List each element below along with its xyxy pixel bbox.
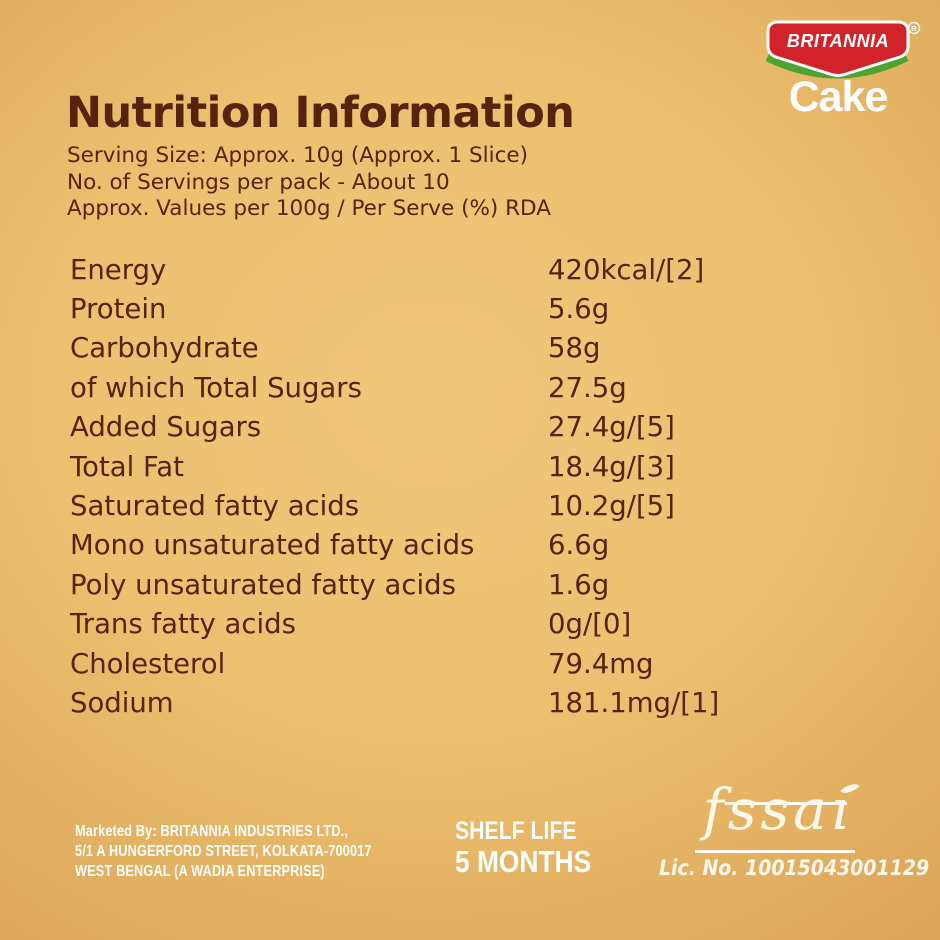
table-row: Energy 420kcal/[2] [70, 250, 750, 289]
table-row: Saturated fatty acids 10.2g/[5] [70, 486, 750, 525]
servings-per-pack-line: No. of Servings per pack - About 10 [67, 169, 450, 195]
fssai-overline [725, 802, 847, 805]
britannia-shield-icon [766, 20, 910, 77]
shelf-life-block: SHELF LIFE 5 MONTHS [455, 817, 592, 879]
nutrient-label: Total Fat [70, 450, 184, 483]
nutrient-value: 1.6g [548, 568, 610, 601]
marketed-by-block: Marketed By: BRITANNIA INDUSTRIES LTD., … [75, 822, 372, 882]
nutrient-value: 27.4g/[5] [548, 411, 675, 444]
fssai-underline [695, 850, 855, 853]
nutrient-label: of which Total Sugars [70, 371, 362, 404]
nutrient-label: Energy [70, 253, 167, 286]
nutrient-value: 6.6g [548, 529, 610, 562]
nutrient-label: Cholesterol [70, 647, 226, 680]
nutrient-value: 10.2g/[5] [548, 490, 675, 523]
table-row: Sodium 181.1mg/[1] [70, 683, 750, 722]
nutrient-label: Protein [70, 293, 167, 326]
table-row: Cholesterol 79.4mg [70, 644, 750, 683]
table-row: Carbohydrate 58g [70, 329, 750, 368]
britannia-cake-logo: BRITANNIA R Cake [754, 18, 922, 121]
nutrient-value: 5.6g [548, 293, 610, 326]
nutrient-value: 27.5g [548, 371, 627, 404]
nutrient-value: 79.4mg [548, 647, 654, 680]
table-row: Total Fat 18.4g/[3] [70, 447, 750, 486]
fssai-block: fssaı Lic. No. 10015043001129 [655, 778, 929, 892]
britannia-cake-logo-graphic: BRITANNIA R Cake [765, 20, 921, 121]
marketed-by-line: 5/1 A HUNGERFORD STREET, KOLKATA-700017 [75, 843, 372, 860]
nutrient-value: 0g/[0] [548, 608, 632, 641]
table-row: of which Total Sugars 27.5g [70, 368, 750, 407]
nutrient-label: Saturated fatty acids [70, 490, 360, 523]
serving-size-line: Serving Size: Approx. 10g (Approx. 1 Sli… [67, 143, 529, 168]
table-row: Protein 5.6g [70, 289, 750, 328]
nutrient-value: 181.1mg/[1] [548, 686, 720, 719]
nutrient-label: Carbohydrate [70, 332, 259, 365]
nutrient-label: Mono unsaturated fatty acids [70, 529, 475, 562]
values-basis-line: Approx. Values per 100g / Per Serve (%) … [67, 196, 551, 221]
table-row: Poly unsaturated fatty acids 1.6g [70, 565, 750, 604]
table-row: Added Sugars 27.4g/[5] [70, 408, 750, 447]
nutrient-label: Trans fatty acids [70, 608, 296, 641]
nutrient-label: Poly unsaturated fatty acids [70, 568, 456, 601]
serving-info: Serving Size: Approx. 10g (Approx. 1 Sli… [67, 143, 551, 223]
table-row: Trans fatty acids 0g/[0] [70, 605, 750, 644]
cake-wordmark: Cake [789, 73, 888, 116]
nutrient-value: 18.4g/[3] [548, 450, 675, 483]
fssai-license-number: Lic. No. 10015043001129 [659, 856, 930, 880]
registered-mark-letter: R [911, 24, 917, 33]
marketed-by-line: Marketed By: BRITANNIA INDUSTRIES LTD., [75, 823, 349, 840]
registered-mark-icon [907, 21, 921, 35]
marketed-by-line: WEST BENGAL (A WADIA ENTERPRISE) [75, 863, 325, 880]
nutrition-table: Energy 420kcal/[2] Protein 5.6g Carbohyd… [70, 250, 750, 723]
britannia-wordmark: BRITANNIA [787, 31, 889, 51]
nutrient-label: Sodium [70, 686, 174, 719]
table-row: Mono unsaturated fatty acids 6.6g [70, 526, 750, 565]
page-title: Nutrition Information [66, 88, 575, 138]
nutrient-value: 58g [548, 332, 601, 365]
fssai-logo: fssaı [703, 778, 853, 843]
shelf-life-value: 5 MONTHS [455, 844, 592, 879]
nutrient-value: 420kcal/[2] [548, 253, 705, 286]
shelf-life-label: SHELF LIFE [455, 817, 577, 845]
nutrient-label: Added Sugars [70, 411, 262, 444]
